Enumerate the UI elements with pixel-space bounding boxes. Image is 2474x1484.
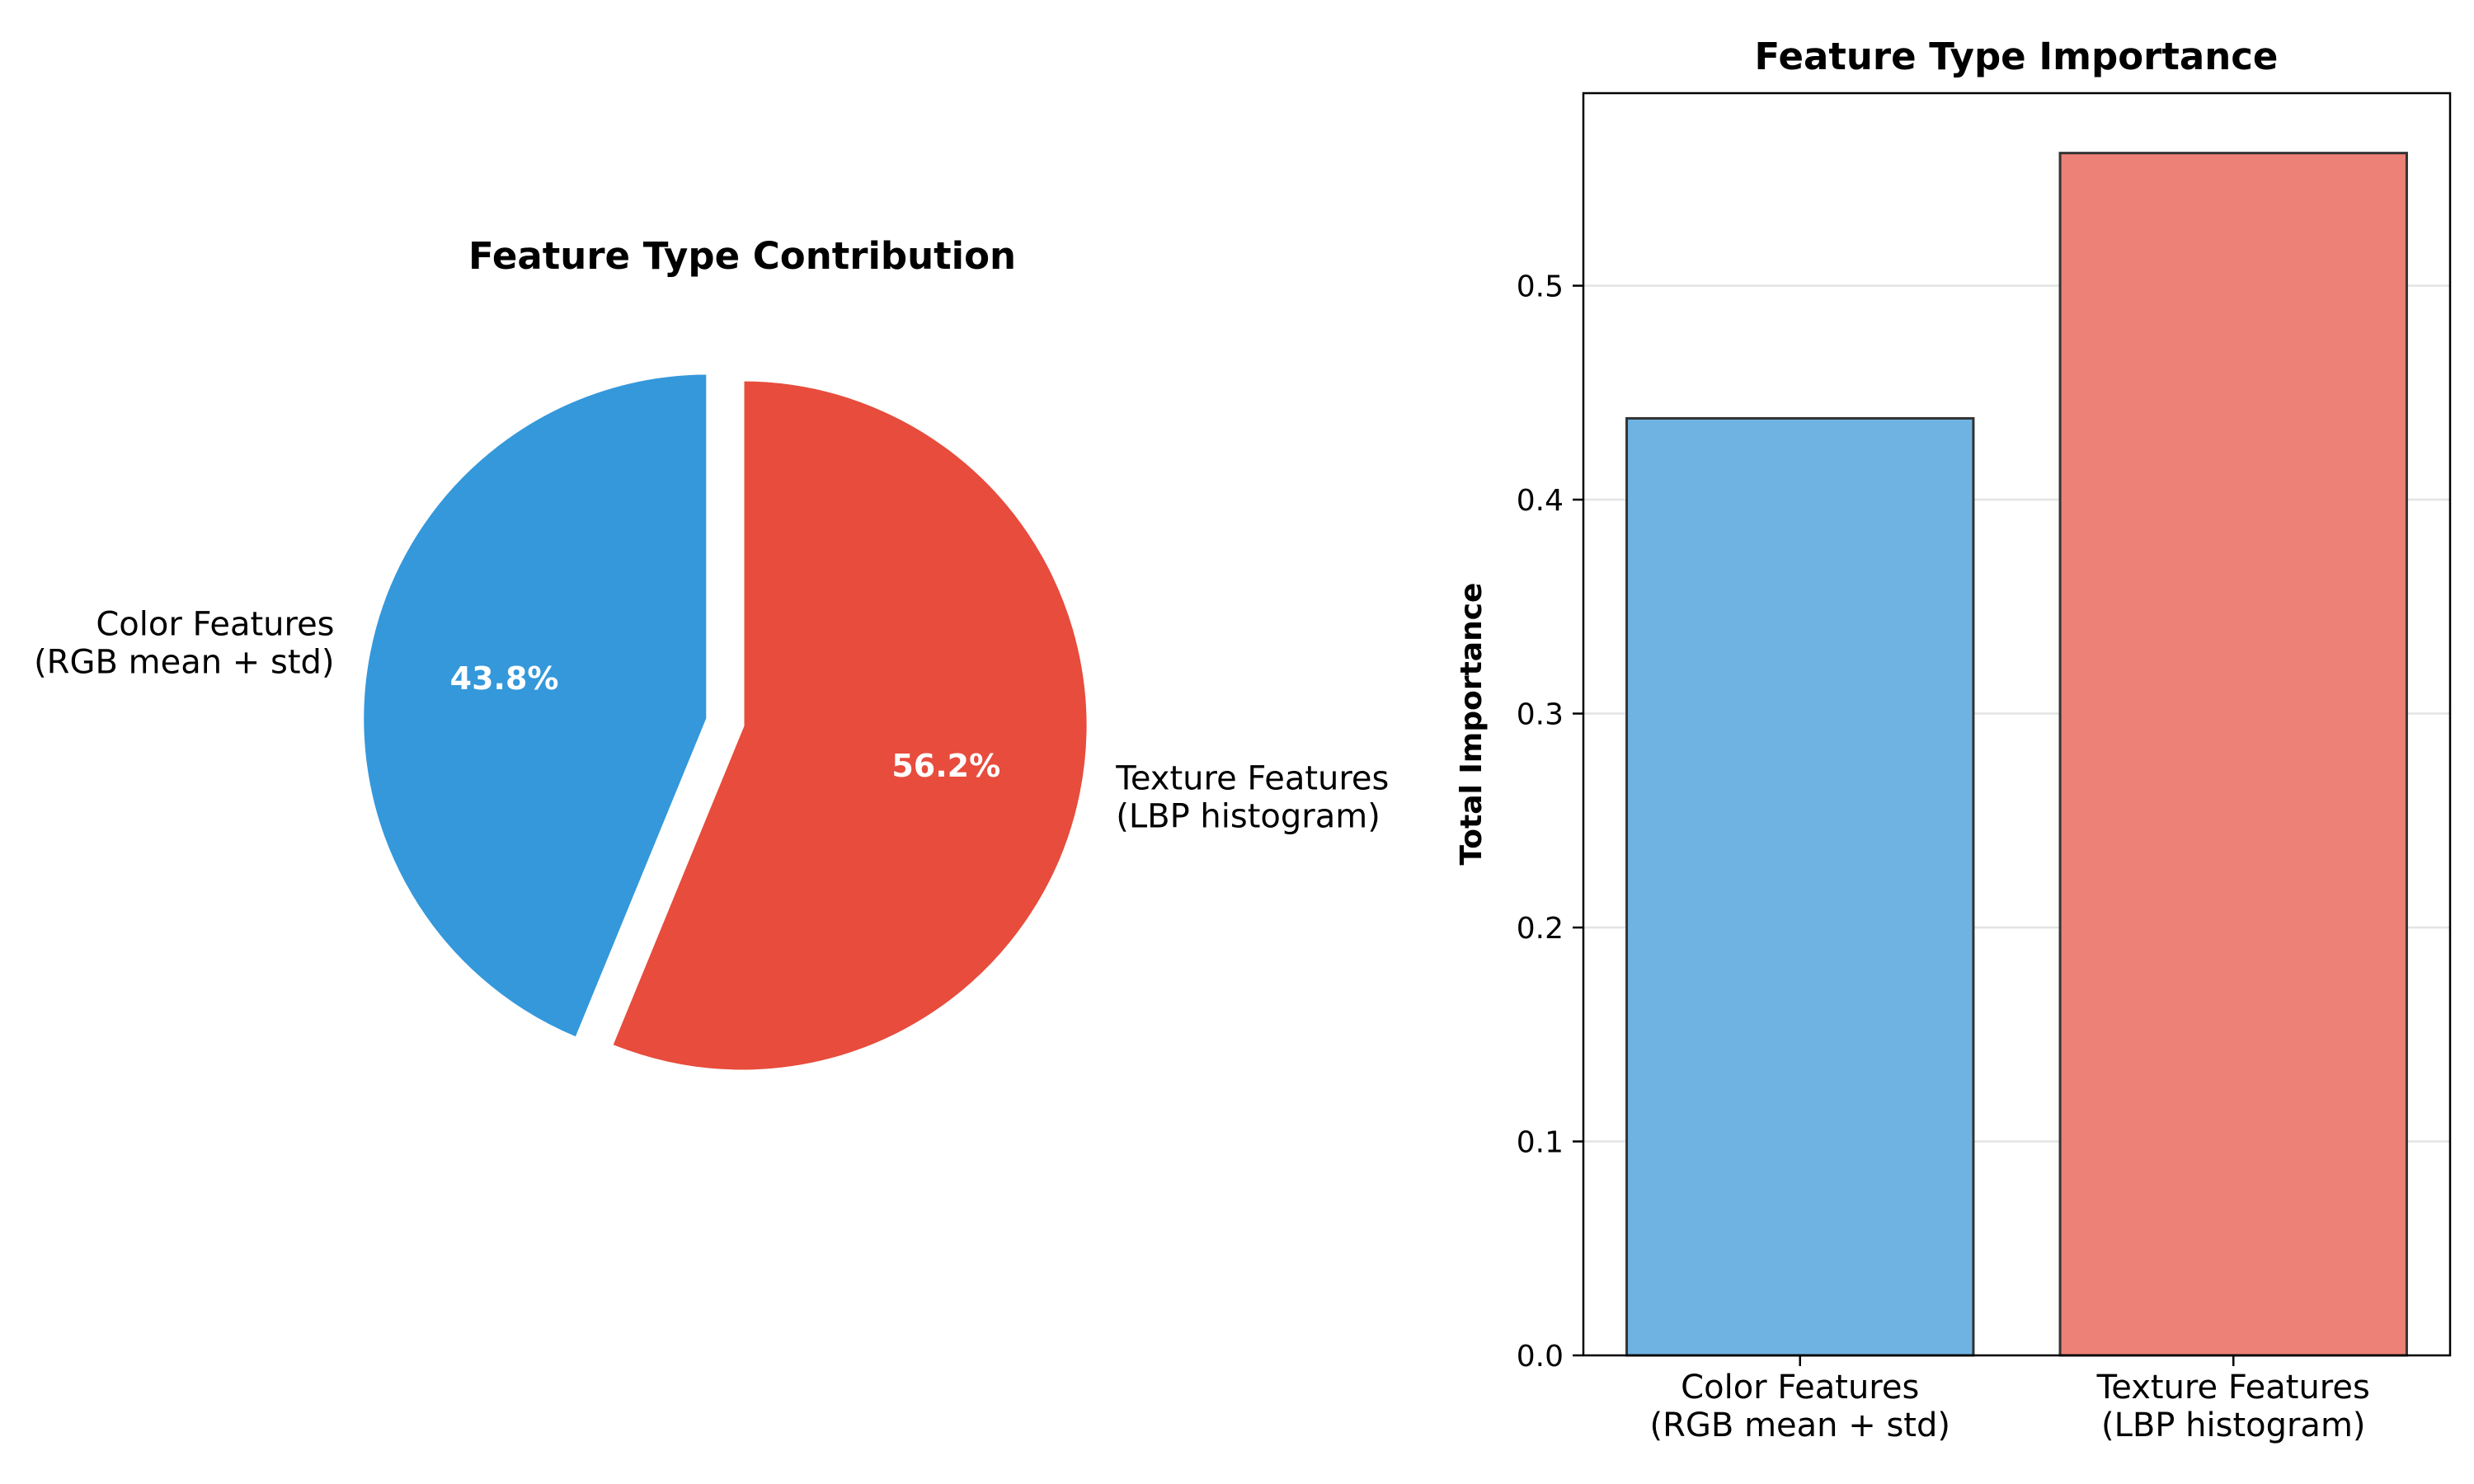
- pie-slices: [360, 370, 1091, 1074]
- ytick-label-0-5: 0.5: [1517, 270, 1564, 304]
- pie-labels: 43.8% Color Features (RGB mean + std) 56.2%…: [34, 605, 1389, 835]
- bar-title: Feature Type Importance: [1755, 35, 2279, 78]
- ytick-label-0-4: 0.4: [1517, 484, 1564, 518]
- bar-color-features: [1625, 416, 1975, 1357]
- y-axis-label: Total Importance: [1455, 583, 1489, 866]
- pie-slice-texture-features: [608, 377, 1091, 1074]
- pie-label-texture-features: Texture Features (LBP histogram): [1115, 759, 1389, 835]
- x-axis-ticks: Color Features (RGB mean + std) Texture Fe…: [1650, 1355, 2370, 1444]
- xtick-label-texture-features: Texture Features (LBP histogram): [2096, 1369, 2370, 1444]
- pie-label-color-features: Color Features (RGB mean + std): [34, 605, 334, 681]
- pie-pct-color-features: 43.8%: [450, 660, 559, 697]
- ytick-label-0-1: 0.1: [1517, 1126, 1564, 1160]
- bar-texture-features: [2058, 152, 2408, 1357]
- ytick-label-0-2: 0.2: [1517, 912, 1564, 946]
- pie-title: Feature Type Contribution: [468, 234, 1016, 278]
- ytick-label-0-0: 0.0: [1517, 1340, 1564, 1374]
- bar-axes-frame: [1582, 92, 2452, 1357]
- bar-bars: [1625, 152, 2408, 1357]
- pie-pct-texture-features: 56.2%: [891, 748, 1000, 784]
- pie-chart: Feature Type Contribution 43.8% Color Fea…: [34, 234, 1389, 1074]
- y-axis-ticks: 0.0 0.1 0.2 0.3 0.4 0.5: [1517, 270, 1583, 1374]
- bar-chart: Feature Type Importance 0.00.10.20.30.40…: [1455, 35, 2452, 1444]
- xtick-label-color-features: Color Features (RGB mean + std): [1650, 1369, 1950, 1444]
- ytick-label-0-3: 0.3: [1517, 698, 1564, 732]
- pie-slice-color-features: [360, 370, 711, 1042]
